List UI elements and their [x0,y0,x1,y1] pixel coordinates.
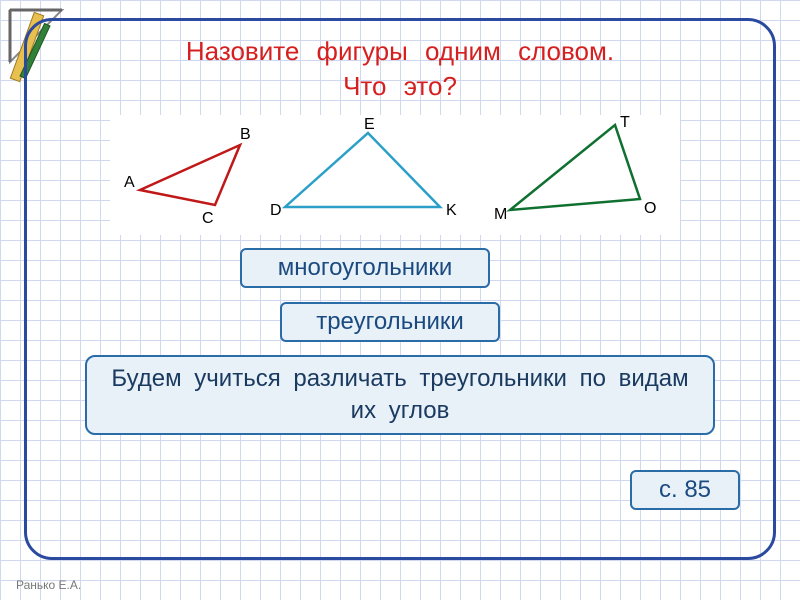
lesson-goal-box: Будем учиться различать треугольники по … [85,355,715,435]
label-e: E [364,116,375,133]
label-t: T [620,115,630,131]
triangles-figure: A B C D E K M T O [110,115,680,235]
author-credit: Ранько Е.А. [16,578,81,592]
label-a: A [124,174,135,191]
title-line1: Назовите фигуры одним словом. [186,36,614,66]
label-c: C [202,210,214,227]
label-k: K [446,202,457,219]
answer-polygons-box[interactable]: многоугольники [240,248,490,288]
slide-title: Назовите фигуры одним словом. Что это? [60,34,740,104]
lesson-goal-text: Будем учиться различать треугольники по … [97,363,703,428]
slide: Назовите фигуры одним словом. Что это? A… [0,0,800,600]
answer-polygons-label: многоугольники [278,254,453,282]
label-o: O [644,200,656,217]
answer-triangles-box[interactable]: треугольники [280,302,500,342]
triangle-dek [285,133,440,207]
page-reference-box[interactable]: с. 85 [630,470,740,510]
page-reference-label: с. 85 [659,476,711,504]
label-b: B [240,126,251,143]
triangle-mto [510,125,640,210]
label-d: D [270,202,282,219]
label-m: M [494,206,507,223]
answer-triangles-label: треугольники [316,308,464,336]
title-line2: Что это? [343,71,457,101]
triangle-abc [140,145,240,205]
